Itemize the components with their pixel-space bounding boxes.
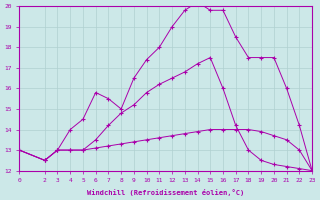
X-axis label: Windchill (Refroidissement éolien,°C): Windchill (Refroidissement éolien,°C) xyxy=(87,189,244,196)
